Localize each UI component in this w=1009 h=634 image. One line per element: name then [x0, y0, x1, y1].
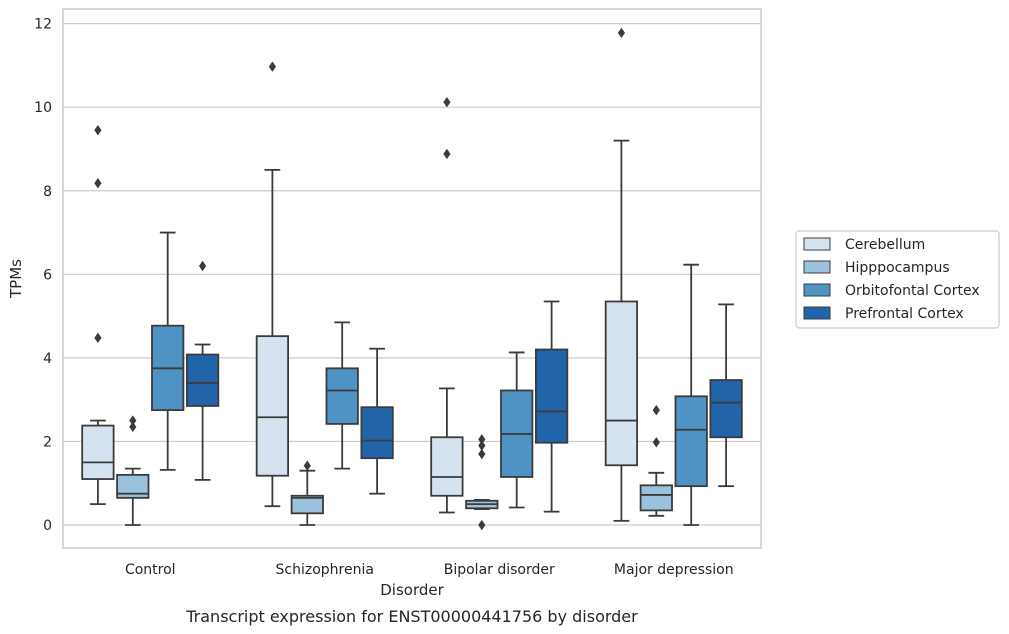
figure-caption: Transcript expression for ENST0000044175… [185, 607, 638, 626]
y-axis: 0 2 4 6 8 10 12 [34, 17, 52, 534]
box-hipppocampus [465, 434, 499, 531]
box-body [185, 353, 220, 407]
plot-area [63, 9, 761, 548]
legend-label: Hipppocampus [845, 260, 950, 276]
box-body [360, 406, 394, 460]
y-tick-label: 0 [43, 518, 52, 534]
box-orbitofontal-cortex [151, 231, 185, 471]
box-hipppocampus [290, 460, 324, 526]
outlier-marker [478, 519, 486, 531]
legend-label: Prefrontal Cortex [845, 306, 964, 322]
box-prefrontal-cortex [360, 347, 394, 495]
outlier-marker [652, 404, 660, 416]
outlier-marker [94, 332, 102, 344]
legend: Cerebellum Hipppocampus Orbitofontal Corte… [795, 230, 1000, 329]
box-cerebellum [430, 96, 464, 514]
x-axis: Control Schizophrenia Bipolar disorder Majo… [125, 562, 734, 578]
y-axis-title: TPMs [7, 259, 25, 299]
box-body [709, 379, 743, 439]
box-body [604, 300, 639, 467]
box-cerebellum [255, 61, 290, 508]
legend-label: Cerebellum [845, 237, 925, 253]
outlier-marker [268, 61, 276, 72]
box-prefrontal-cortex [709, 303, 743, 488]
y-tick-label: 8 [43, 184, 52, 200]
x-tick-label: Bipolar disorder [444, 562, 555, 578]
legend-swatch [803, 283, 831, 297]
box-body [325, 367, 359, 425]
box-body [255, 335, 290, 477]
outlier-marker [478, 434, 486, 445]
x-tick-label: Schizophrenia [276, 562, 374, 578]
box-orbitofontal-cortex [674, 263, 708, 526]
legend-box [795, 230, 1000, 329]
legend-swatch [803, 306, 831, 320]
legend-swatch [803, 237, 831, 251]
outlier-marker [443, 148, 451, 160]
outlier-marker [478, 440, 486, 451]
x-axis-title: Disorder [380, 581, 444, 599]
outlier-marker [652, 437, 660, 448]
outlier-marker [617, 27, 625, 39]
legend-swatch [803, 260, 831, 274]
box-body [534, 348, 569, 444]
box-hipppocampus [116, 415, 150, 526]
y-tick-label: 12 [34, 17, 52, 33]
y-tick-label: 6 [43, 267, 52, 283]
outlier-marker [199, 260, 207, 272]
box-body [430, 436, 464, 497]
box-body [674, 395, 708, 488]
box-body [81, 424, 115, 480]
box-body [290, 494, 324, 515]
legend-label: Orbitofontal Cortex [845, 283, 980, 299]
plot-frame [62, 8, 762, 549]
y-tick-label: 10 [34, 100, 52, 116]
boxes [81, 27, 743, 531]
y-tick-label: 4 [43, 351, 52, 367]
outlier-marker [94, 124, 102, 136]
x-tick-label: Major depression [614, 562, 734, 578]
outlier-marker [443, 96, 451, 108]
box-hipppocampus [639, 404, 673, 517]
outlier-marker [129, 415, 137, 426]
box-body [639, 484, 673, 512]
outlier-marker [94, 178, 102, 189]
box-prefrontal-cortex [534, 300, 569, 513]
box-orbitofontal-cortex [325, 321, 359, 470]
box-cerebellum [604, 27, 639, 522]
box-orbitofontal-cortex [500, 351, 534, 509]
outlier-marker [478, 448, 486, 460]
box-body [116, 473, 150, 499]
box-prefrontal-cortex [185, 260, 220, 481]
outlier-marker [129, 421, 137, 433]
box-cerebellum [81, 124, 115, 506]
outlier-marker [303, 460, 311, 471]
y-tick-label: 2 [43, 434, 52, 450]
x-tick-label: Control [125, 562, 176, 578]
